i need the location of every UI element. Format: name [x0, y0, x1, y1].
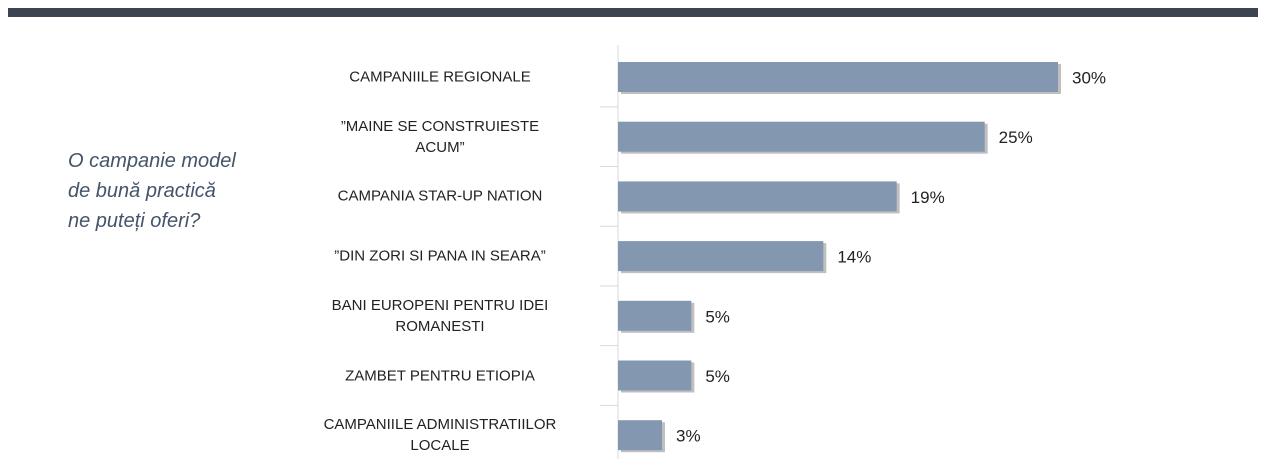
value-label: 14%: [837, 248, 871, 267]
bar: [618, 241, 824, 272]
bar: [618, 62, 1058, 92]
value-label: 3%: [676, 427, 701, 446]
value-label: 5%: [705, 307, 730, 326]
category-label: CAMPANIILE REGIONALE: [349, 68, 531, 86]
value-label: 19%: [911, 188, 945, 207]
bar: [618, 181, 897, 212]
bar: [618, 420, 662, 451]
bar: [618, 121, 985, 152]
category-label: ZAMBET PENTRU ETIOPIA: [345, 367, 535, 384]
category-label: ”MAINE SE CONSTRUIESTE ACUM”: [340, 117, 540, 156]
category-label: BANI EUROPENI PENTRU IDEI ROMANESTI: [331, 296, 549, 335]
category-label: CAMPANIA STAR-UP NATION: [337, 187, 543, 205]
value-label: 30%: [1072, 68, 1106, 87]
top-bar: [8, 8, 1258, 17]
value-label: 25%: [999, 128, 1033, 147]
bar: [618, 300, 692, 331]
value-label: 5%: [705, 367, 730, 386]
bar: [618, 360, 692, 391]
category-label: CAMPANIILE ADMINISTRATIILOR LOCALE: [323, 416, 557, 455]
category-label: ”DIN ZORI SI PANA IN SEARA”: [334, 247, 546, 265]
question: O campanie model de bună practică ne put…: [68, 150, 236, 232]
